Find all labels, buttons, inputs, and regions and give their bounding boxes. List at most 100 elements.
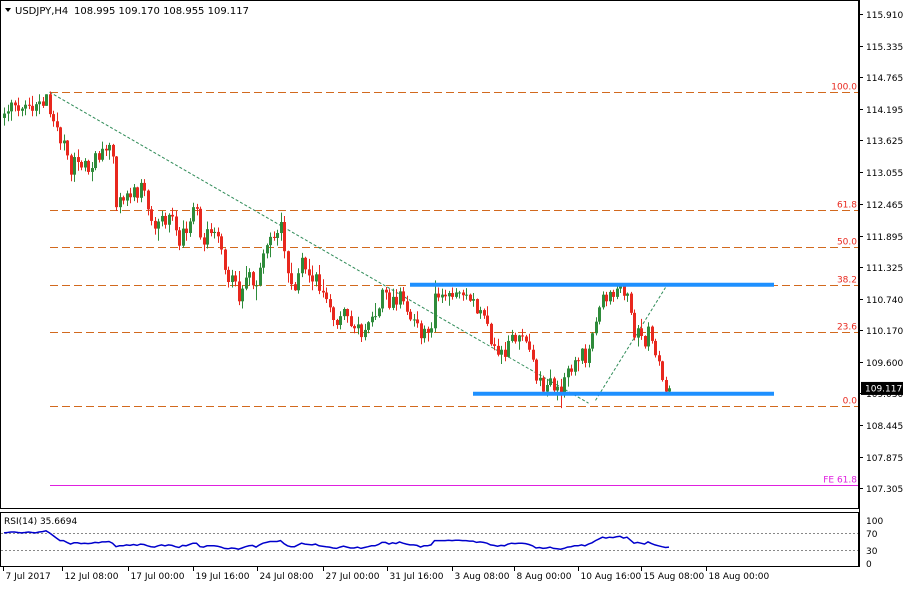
candle-body bbox=[311, 275, 314, 282]
candle bbox=[630, 291, 633, 316]
candle-body bbox=[182, 228, 185, 246]
candle-body bbox=[227, 269, 230, 283]
candle-body bbox=[304, 257, 307, 270]
candle-body bbox=[66, 140, 69, 156]
current-price-box bbox=[861, 381, 903, 395]
candle-body bbox=[521, 335, 524, 337]
candle-body bbox=[402, 291, 405, 302]
candle-body bbox=[154, 220, 157, 229]
candle-body bbox=[570, 368, 573, 372]
candle bbox=[612, 289, 615, 302]
candle-body bbox=[413, 319, 416, 321]
candle-body bbox=[143, 182, 146, 191]
candle-body bbox=[196, 207, 199, 209]
candle bbox=[430, 322, 433, 338]
candle bbox=[556, 380, 559, 401]
candle-body bbox=[346, 309, 349, 317]
candle bbox=[294, 282, 297, 291]
candle bbox=[598, 305, 601, 325]
candle bbox=[262, 249, 265, 274]
dropdown-triangle-icon[interactable] bbox=[5, 8, 11, 12]
candle-body bbox=[406, 301, 409, 312]
candle-body bbox=[455, 292, 458, 297]
price-axis: 115.910 115.335 114.765 114.195 113.625 113.0… bbox=[859, 11, 903, 495]
candle-body bbox=[472, 299, 475, 301]
candle-body bbox=[283, 222, 286, 252]
price-tick-label: 114.765 bbox=[866, 74, 903, 84]
candle bbox=[42, 97, 45, 109]
candle-body bbox=[633, 312, 636, 338]
candle bbox=[140, 179, 143, 203]
candle bbox=[73, 152, 76, 182]
candle bbox=[528, 333, 531, 352]
candle-body bbox=[353, 326, 356, 329]
candle-body bbox=[266, 245, 269, 254]
rsi-axis-label: 30 bbox=[866, 547, 878, 557]
candle-body bbox=[42, 101, 45, 106]
candle-body bbox=[500, 349, 503, 355]
candle-body bbox=[644, 335, 647, 347]
fe-level-label: FE 61.8 bbox=[823, 476, 857, 486]
candle bbox=[395, 289, 398, 311]
candle bbox=[17, 97, 20, 117]
candle bbox=[420, 320, 423, 345]
candle-body bbox=[612, 291, 615, 297]
candle bbox=[266, 243, 269, 259]
price-tick-label: 110.740 bbox=[866, 296, 903, 306]
candle bbox=[647, 322, 650, 351]
candle bbox=[66, 139, 69, 160]
candle-body bbox=[528, 341, 531, 350]
candle bbox=[458, 290, 461, 299]
candle bbox=[10, 99, 13, 121]
candle-body bbox=[518, 335, 521, 342]
candle-body bbox=[609, 291, 612, 302]
candle bbox=[360, 323, 363, 343]
candle-body bbox=[224, 249, 227, 270]
candle bbox=[371, 311, 374, 327]
time-tick-label: 17 Jul 00:00 bbox=[131, 572, 185, 582]
candle bbox=[609, 290, 612, 305]
trend-line bbox=[595, 287, 666, 401]
candle-body bbox=[388, 292, 391, 308]
candle-body bbox=[581, 348, 584, 361]
candle-body bbox=[301, 257, 304, 274]
candle bbox=[493, 337, 496, 351]
candle-body bbox=[479, 310, 482, 314]
candle-body bbox=[129, 193, 132, 198]
candle-body bbox=[448, 293, 451, 297]
price-tick-label: 111.895 bbox=[866, 233, 903, 243]
candle bbox=[434, 280, 437, 333]
candle-body bbox=[49, 94, 52, 115]
candle bbox=[287, 250, 290, 283]
candle-body bbox=[325, 292, 328, 300]
candle-body bbox=[234, 275, 237, 282]
candle bbox=[423, 325, 426, 343]
candle bbox=[94, 150, 97, 171]
candle bbox=[318, 264, 321, 295]
candle-body bbox=[280, 222, 283, 234]
candle bbox=[437, 287, 440, 302]
candle bbox=[276, 229, 279, 246]
price-tick-label: 113.625 bbox=[866, 137, 903, 147]
candle-body bbox=[17, 105, 20, 111]
candle bbox=[465, 288, 468, 300]
candle bbox=[427, 326, 430, 342]
candle-body bbox=[318, 274, 321, 291]
candle-body bbox=[70, 155, 73, 175]
candle-body bbox=[647, 326, 650, 347]
candle bbox=[311, 265, 314, 291]
candle bbox=[532, 344, 535, 362]
candle bbox=[325, 287, 328, 303]
fib-level-label: 100.0 bbox=[831, 83, 857, 93]
candle-body bbox=[203, 237, 206, 245]
candle bbox=[367, 321, 370, 334]
candle bbox=[45, 94, 48, 106]
candle-body bbox=[416, 319, 419, 324]
candle bbox=[14, 100, 17, 112]
candle-body bbox=[602, 294, 605, 308]
candle-body bbox=[374, 316, 377, 318]
candle-body bbox=[133, 187, 136, 198]
candle bbox=[521, 328, 524, 341]
price-panel-frame bbox=[0, 0, 859, 509]
candle bbox=[388, 289, 391, 310]
